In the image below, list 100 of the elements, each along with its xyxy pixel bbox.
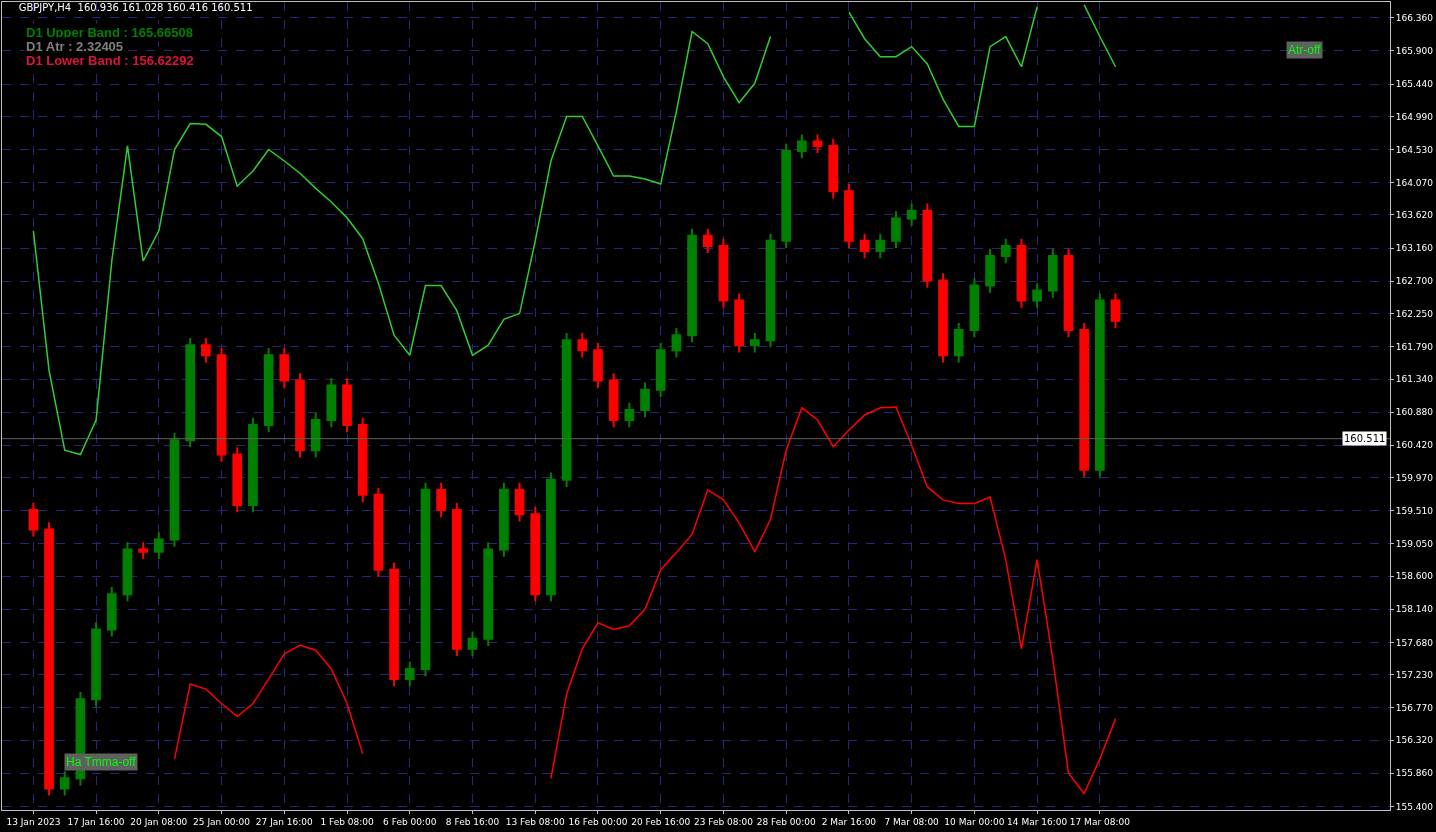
candlestick [812,133,823,155]
y-tick-label: 159.970 [1395,472,1434,483]
x-tick-label: 2 Mar 16:00 [821,816,877,827]
y-tick-label: 159.510 [1395,505,1434,516]
x-tick-label: 17 Jan 16:00 [67,816,125,827]
y-tick-label: 156.770 [1395,702,1434,713]
candlestick [655,342,666,399]
candlestick [295,372,305,459]
y-tick-label: 157.680 [1395,637,1434,648]
candlestick [483,541,494,647]
candlestick [969,277,980,339]
candlestick [985,247,995,294]
candlestick [499,481,509,558]
x-tick-label: 7 Mar 08:00 [884,816,940,827]
candlestick [248,416,258,514]
y-tick-label: 156.320 [1395,735,1434,746]
candlestick [122,541,133,603]
x-tick-label: 10 Mar 00:00 [944,816,1005,827]
y-tick-label: 155.400 [1395,801,1434,812]
candlestick [326,377,337,429]
x-tick-label: 16 Feb 00:00 [568,816,628,827]
candlestick [1016,237,1027,309]
y-tick-label: 160.880 [1395,407,1434,418]
candlestick [138,541,148,560]
x-tick-label: 8 Feb 16:00 [445,816,500,827]
candlestick [342,377,352,434]
y-tick-label: 162.700 [1395,276,1434,287]
candlestick [593,342,603,389]
annotation: D1 Lower Band : 156.62292 [26,53,194,68]
y-tick-label: 166.360 [1395,12,1434,23]
x-tick-label: 27 Jan 16:00 [255,816,314,827]
candlestick [44,521,54,797]
x-tick-label: 17 Mar 08:00 [1069,816,1131,827]
candlestick [577,331,588,359]
candlestick [797,133,807,160]
annotation: Ha Tmma-off [66,755,137,769]
candlestick [624,401,635,429]
candlestick [185,337,196,449]
candlestick [844,183,854,250]
candlestick [765,232,776,349]
candlestick [749,331,760,354]
x-tick-label: 6 Feb 00:00 [383,816,437,827]
candlestick [420,481,431,678]
x-tick-label: 13 Jan 2023 [6,816,61,827]
candlestick [906,202,917,227]
y-tick-label: 163.160 [1395,243,1434,254]
candlestick [106,585,117,638]
x-tick-label: 20 Feb 16:00 [631,816,691,827]
candlestick [608,372,619,429]
x-tick-label: 1 Feb 08:00 [320,816,374,827]
x-tick-label: 23 Feb 08:00 [693,816,754,827]
candlestick [1000,237,1011,265]
candlestick [1095,292,1105,478]
x-tick-label: 28 Feb 00:00 [756,816,816,827]
candlestick [828,137,839,200]
x-tick-label: 14 Mar 16:00 [1007,816,1068,827]
candlestick [59,770,70,797]
y-tick-label: 155.860 [1395,768,1434,779]
annotation: Atr-off [1288,43,1322,57]
candlestick [153,531,164,560]
chart-title: GBPJPY,H4 160.936 161.028 160.416 160.511 [18,1,253,13]
candlestick [922,202,933,289]
y-tick-label: 164.530 [1395,144,1434,155]
y-tick-label: 164.990 [1395,111,1434,122]
y-tick-label: 157.230 [1395,669,1434,680]
candlestick [1047,247,1058,299]
y-tick-label: 161.340 [1395,374,1434,385]
candlestick [1032,282,1042,309]
candlestick [1079,321,1090,478]
y-tick-label: 165.900 [1395,46,1434,57]
y-tick-label: 158.600 [1395,571,1434,582]
candlestick [687,227,697,344]
y-tick-label: 165.440 [1395,79,1434,90]
candlestick [938,272,948,364]
y-tick-label: 163.620 [1395,210,1434,221]
candlestick [702,227,713,255]
candlestick [718,237,729,309]
candlestick [279,347,290,389]
candlestick [781,142,792,250]
y-tick-label: 161.790 [1395,341,1434,352]
candlestick [467,630,478,658]
candlestick [232,446,243,514]
ref-line-label: 160.511 [1344,433,1386,444]
candlestick [28,501,39,538]
candlestick [859,232,870,260]
candlestick [357,416,368,504]
x-tick-label: 13 Feb 08:00 [505,816,566,827]
y-tick-label: 158.140 [1395,604,1434,615]
candlestick [1110,292,1121,329]
candlestick [263,347,274,434]
y-tick-label: 160.420 [1395,440,1434,451]
candlestick [436,481,446,519]
candlestick [561,331,572,488]
candlestick [891,210,901,250]
candlestick [451,501,462,658]
candlestick [169,431,180,548]
candlestick [201,337,211,364]
candlestick [216,347,227,463]
candlestick [671,326,682,359]
y-tick-label: 162.250 [1395,308,1434,319]
